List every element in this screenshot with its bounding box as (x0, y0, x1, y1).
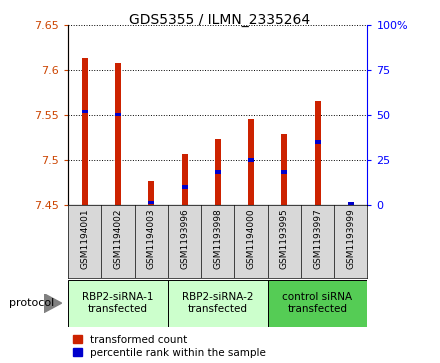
Text: control siRNA
transfected: control siRNA transfected (282, 292, 352, 314)
Bar (315, 101, 320, 205)
Bar (248, 158, 254, 162)
Polygon shape (44, 294, 62, 313)
Text: GSM1193998: GSM1193998 (213, 209, 222, 269)
Bar (68, 280, 168, 327)
Bar (348, 204, 354, 205)
Bar (82, 58, 88, 205)
Text: GSM1193999: GSM1193999 (346, 209, 355, 269)
Bar (248, 119, 254, 205)
Text: GSM1194001: GSM1194001 (81, 209, 89, 269)
Bar (315, 140, 320, 144)
Text: RBP2-siRNA-2
transfected: RBP2-siRNA-2 transfected (182, 292, 253, 314)
Text: RBP2-siRNA-1
transfected: RBP2-siRNA-1 transfected (82, 292, 154, 314)
Bar (148, 181, 154, 205)
Bar (115, 63, 121, 205)
Bar (348, 201, 354, 205)
Text: GSM1193996: GSM1193996 (180, 209, 189, 269)
Bar (82, 110, 88, 114)
Bar (281, 134, 287, 205)
Text: GSM1193995: GSM1193995 (280, 209, 289, 269)
Bar (168, 280, 268, 327)
Text: GSM1194003: GSM1194003 (147, 209, 156, 269)
Bar (182, 185, 187, 189)
Text: GSM1194002: GSM1194002 (114, 209, 123, 269)
Bar (182, 154, 187, 205)
Bar (281, 170, 287, 174)
Legend: transformed count, percentile rank within the sample: transformed count, percentile rank withi… (73, 335, 266, 358)
Text: GSM1194000: GSM1194000 (246, 209, 256, 269)
Text: protocol: protocol (9, 298, 54, 308)
Bar (268, 280, 367, 327)
Text: GSM1193997: GSM1193997 (313, 209, 322, 269)
Bar (115, 113, 121, 116)
Text: GDS5355 / ILMN_2335264: GDS5355 / ILMN_2335264 (129, 13, 311, 27)
Bar (215, 139, 221, 205)
Bar (215, 170, 221, 174)
Bar (148, 201, 154, 204)
